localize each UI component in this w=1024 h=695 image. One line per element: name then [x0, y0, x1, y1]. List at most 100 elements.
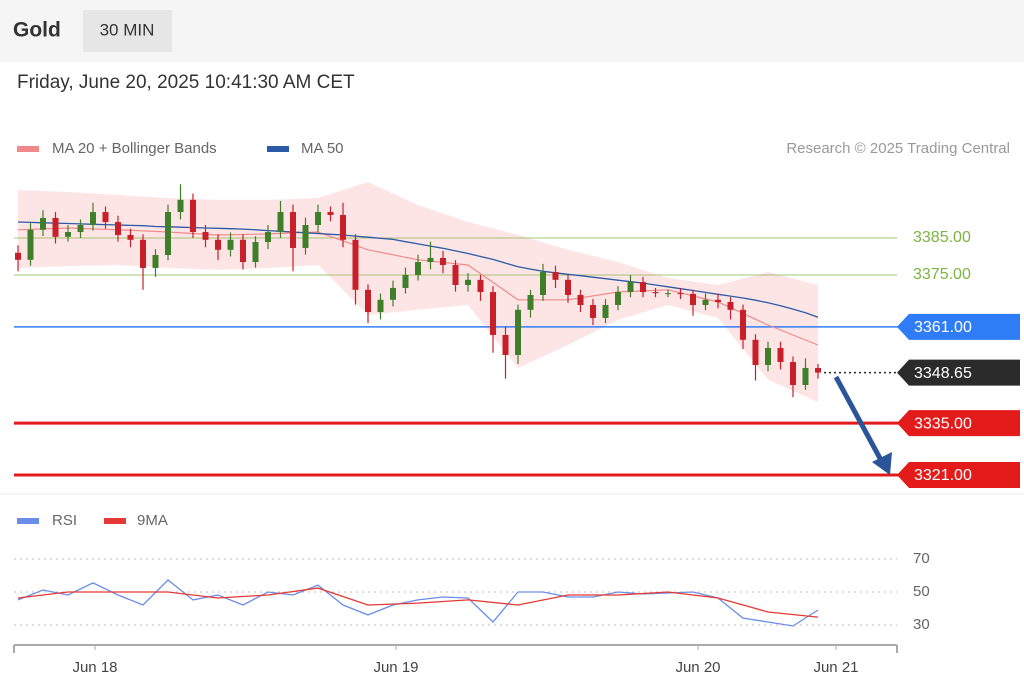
candle-body	[690, 293, 696, 305]
candle-body	[302, 224, 309, 248]
level-tag	[897, 313, 1020, 340]
candle-body	[127, 234, 134, 240]
candle-body	[177, 199, 184, 213]
candle-body	[740, 309, 746, 340]
candle-body	[265, 232, 271, 243]
forecast-arrowhead	[872, 452, 892, 475]
candle-body	[540, 272, 546, 295]
candle-body	[340, 214, 346, 240]
candle-body	[290, 212, 296, 248]
candle-body	[552, 272, 559, 280]
bollinger-band	[18, 182, 818, 403]
candle-body	[115, 222, 121, 235]
candle-body	[577, 294, 584, 305]
level-label: 3361.00	[914, 319, 972, 336]
candle-body	[102, 212, 109, 223]
candle-body	[665, 293, 671, 295]
y-tick-label: 30	[913, 616, 930, 633]
candle-body	[490, 292, 496, 335]
interval[interactable]: 30 MIN	[100, 20, 155, 39]
candle-body	[777, 347, 784, 363]
candle-body	[277, 212, 284, 233]
legend-label: MA 50	[301, 140, 344, 157]
candle-body	[702, 299, 709, 305]
candle-body	[402, 274, 409, 288]
interval-badge[interactable]	[83, 10, 172, 52]
candle-body	[415, 262, 421, 275]
candle-body	[627, 282, 634, 293]
candle-body	[652, 292, 659, 294]
y-tick-label: 70	[913, 550, 930, 567]
candle-body	[815, 367, 821, 373]
candle-body	[615, 292, 621, 305]
legend-label: 9MA	[137, 512, 168, 529]
ma50-line	[17, 221, 819, 318]
candle-body	[52, 217, 59, 237]
candle-body	[165, 212, 171, 255]
y-tick-label: 50	[913, 583, 930, 600]
candle-body	[590, 304, 596, 318]
x-tick-label: Jun 18	[72, 659, 117, 676]
candle-body	[190, 199, 196, 233]
symbol: Gold	[13, 19, 61, 42]
candle-body	[390, 287, 396, 300]
candle-body	[77, 224, 84, 233]
candle-body	[727, 302, 734, 310]
candle-body	[452, 264, 459, 285]
candle-body	[527, 294, 534, 310]
x-tick-label: Jun 19	[373, 659, 418, 676]
x-tick-label: Jun 21	[813, 659, 858, 676]
candle-body	[715, 299, 721, 303]
rsi-panel: 30 50 70 Jun 18 Jun 19 Jun 20 Jun 21	[13, 550, 930, 676]
legend-swatch	[17, 146, 39, 152]
candle-body	[27, 229, 34, 260]
x-tick-label: Jun 20	[675, 659, 720, 676]
candle-body	[90, 212, 96, 225]
candle-body	[602, 304, 609, 318]
legend-label: MA 20 + Bollinger Bands	[52, 140, 217, 157]
candle-body	[252, 242, 259, 263]
source: Research © 2025 Trading Central	[786, 140, 1010, 157]
level-label: 3321.00	[914, 467, 972, 484]
candle-body	[790, 362, 796, 385]
candle-body	[677, 293, 684, 295]
candle-body	[765, 347, 771, 365]
level-tag	[897, 410, 1020, 437]
candle-body	[640, 282, 646, 293]
legend-swatch	[17, 518, 39, 524]
candle-body	[477, 279, 484, 293]
level-label: 3385.00	[913, 229, 971, 246]
legend-swatch	[104, 518, 126, 524]
price-panel: 3385.00 3375.00 3361.00 3348.65 3335.00 3321.…	[14, 182, 1020, 488]
candle-body	[152, 254, 159, 268]
candle-body	[65, 232, 71, 237]
candle-body	[440, 257, 446, 265]
candle-body	[465, 279, 471, 285]
series-line	[17, 579, 819, 627]
candle-body	[215, 239, 221, 250]
series-line	[17, 587, 819, 618]
level-tag	[897, 461, 1020, 488]
candle-body	[565, 279, 571, 295]
level-label: 3335.00	[914, 415, 972, 432]
candle-body	[352, 239, 359, 290]
candle-body	[427, 257, 434, 263]
level-label: 3348.65	[914, 365, 972, 382]
level-tag	[897, 359, 1020, 386]
candle-body	[227, 239, 234, 250]
forecast-arrow	[833, 375, 885, 464]
candle-body	[752, 339, 759, 365]
timestamp: Friday, June 20, 2025 10:41:30 AM CET	[17, 72, 355, 93]
legend-swatch	[267, 146, 289, 152]
candle-body	[327, 212, 334, 215]
legend-label: RSI	[52, 512, 77, 529]
candle-body	[40, 217, 46, 230]
level-label: 3375.00	[913, 266, 971, 283]
candle-body	[15, 252, 21, 260]
candle-body	[140, 239, 146, 268]
candle-body	[240, 239, 246, 263]
candle-body	[802, 367, 809, 385]
candle-body	[365, 289, 371, 313]
candle-body	[377, 299, 384, 313]
